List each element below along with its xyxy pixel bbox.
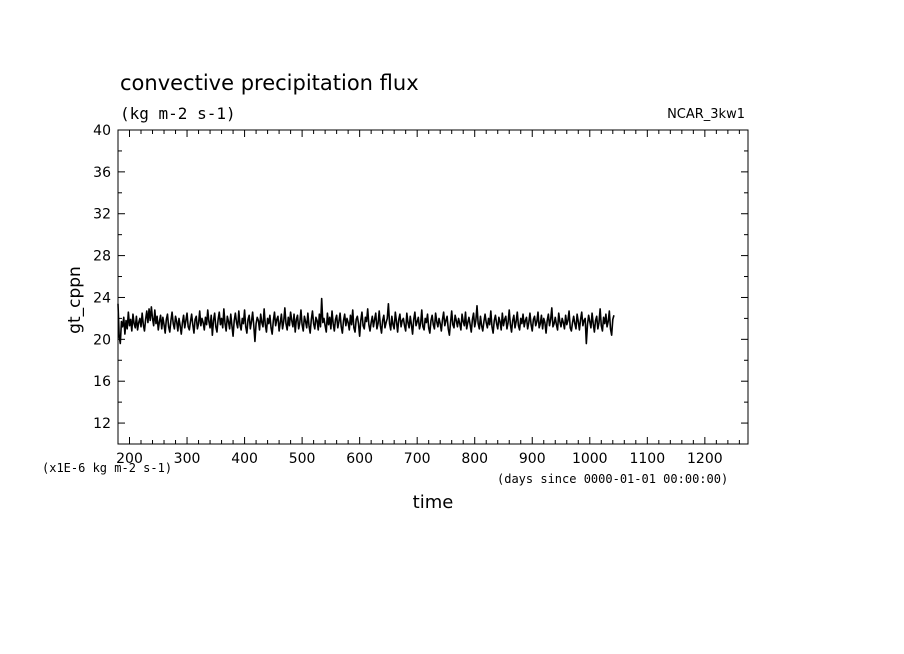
y-tick-label: 36 bbox=[93, 165, 111, 181]
y-axis-label: gt_cppn bbox=[65, 266, 85, 334]
y-tick-label: 16 bbox=[93, 374, 111, 390]
x-tick-label: 600 bbox=[346, 451, 373, 467]
series-line bbox=[117, 297, 615, 345]
x-tick-label: 700 bbox=[404, 451, 431, 467]
x-tick-label: 1000 bbox=[572, 451, 608, 467]
y-tick-label: 24 bbox=[93, 290, 111, 306]
y-tick-label: 28 bbox=[93, 249, 111, 265]
x-tick-label: 500 bbox=[289, 451, 316, 467]
x-tick-label: 900 bbox=[519, 451, 546, 467]
chart-title: convective precipitation flux bbox=[120, 71, 419, 95]
y-scale-label: (x1E-6 kg m-2 s-1) bbox=[42, 461, 172, 475]
x-axis: 200 300 400 500 600 700 800 900 1000 1100 1200 bbox=[116, 130, 740, 467]
x-units-label: (days since 0000-01-01 00:00:00) bbox=[497, 472, 728, 486]
plot-frame bbox=[117, 129, 749, 445]
x-tick-label: 300 bbox=[174, 451, 201, 467]
x-axis-label: time bbox=[413, 492, 454, 513]
y-axis: 12 16 20 24 28 32 36 40 bbox=[93, 123, 748, 445]
x-tick-label: 800 bbox=[461, 451, 488, 467]
y-tick-label: 20 bbox=[93, 332, 111, 348]
chart-subtitle: (kg m-2 s-1) bbox=[120, 104, 236, 123]
y-tick-label: 40 bbox=[93, 123, 111, 139]
x-tick-label: 1200 bbox=[687, 451, 723, 467]
y-tick-label: 12 bbox=[93, 416, 111, 432]
series-layer bbox=[117, 297, 615, 345]
x-tick-label: 1100 bbox=[629, 451, 665, 467]
x-tick-label: 400 bbox=[231, 451, 258, 467]
dataset-label: NCAR_3kw1 bbox=[667, 107, 745, 122]
x-tick-label: 200 bbox=[116, 451, 143, 467]
y-tick-label: 32 bbox=[93, 207, 111, 223]
